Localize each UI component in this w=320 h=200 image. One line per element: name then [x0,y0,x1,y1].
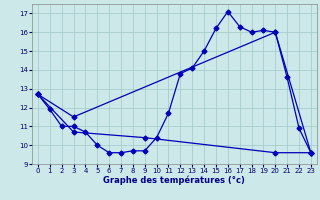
X-axis label: Graphe des températures (°c): Graphe des températures (°c) [103,176,245,185]
